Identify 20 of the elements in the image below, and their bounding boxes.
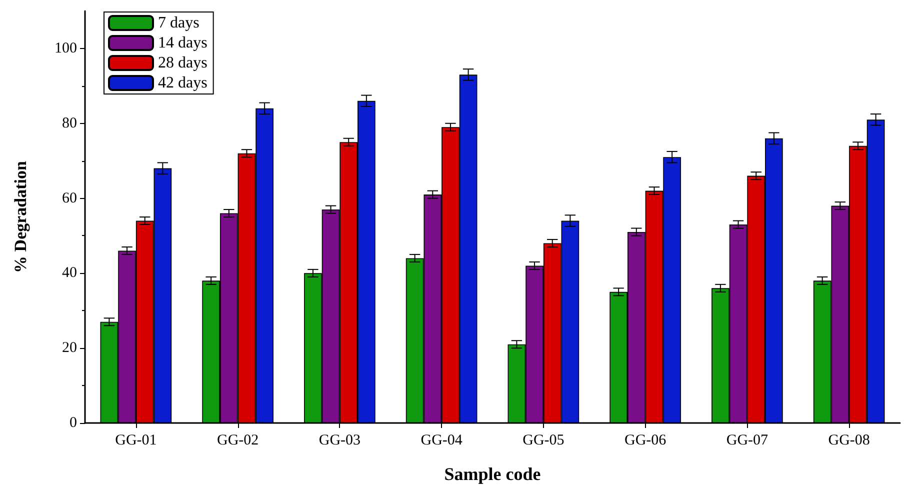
legend-label: 7 days: [158, 14, 200, 32]
x-axis-title: Sample code: [444, 464, 541, 484]
y-tick-label: 80: [62, 115, 77, 132]
legend-label: 28 days: [158, 54, 208, 72]
x-tick-label: GG-08: [828, 432, 870, 448]
x-tick-label: GG-01: [115, 432, 157, 448]
legend-label: 14 days: [158, 34, 208, 52]
y-tick-label: 0: [70, 415, 77, 431]
x-tick-label: GG-03: [318, 432, 361, 448]
legend-label: 42 days: [158, 74, 208, 92]
x-tick-label: GG-04: [420, 432, 463, 448]
x-tick-label: GG-02: [216, 432, 259, 448]
y-axis-title: % Degradation: [11, 160, 30, 273]
y-tick-label: 40: [62, 265, 77, 282]
y-tick-label: 20: [62, 340, 77, 356]
y-tick-label: 60: [62, 190, 77, 206]
x-tick-label: GG-05: [522, 432, 564, 448]
x-tick-label: GG-06: [624, 432, 667, 448]
y-tick-label: 100: [54, 40, 77, 56]
x-tick-label: GG-07: [726, 432, 769, 448]
